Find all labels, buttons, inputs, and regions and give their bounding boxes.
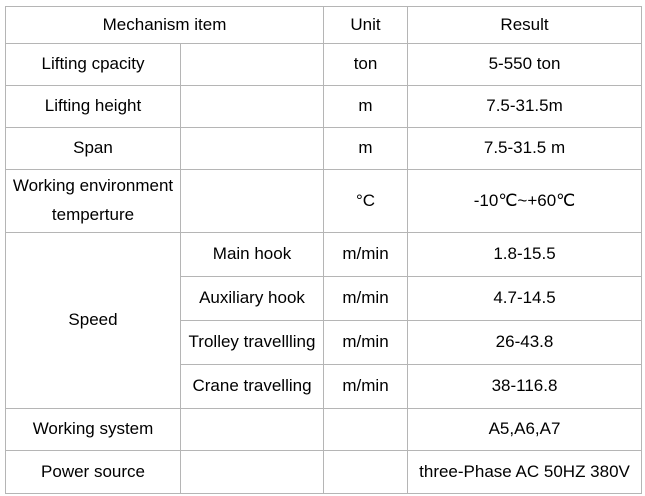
cell-item: Power source bbox=[5, 450, 181, 494]
cell-unit: °C bbox=[323, 169, 409, 233]
cell-sub-item: Trolley travellling bbox=[179, 320, 325, 365]
table-row: Power source three-Phase AC 50HZ 380V bbox=[5, 450, 643, 494]
cell-result: 7.5-31.5 m bbox=[407, 127, 643, 170]
cell-result: 26-43.8 bbox=[407, 320, 643, 365]
header-mechanism-item: Mechanism item bbox=[4, 6, 325, 44]
table-row: Working system A5,A6,A7 bbox=[5, 408, 643, 451]
cell-sub-item: Crane travelling bbox=[179, 364, 325, 409]
header-row: Mechanism item Unit Result bbox=[4, 6, 643, 44]
cell-sub-item bbox=[179, 408, 325, 451]
cell-item: Lifting height bbox=[5, 85, 181, 128]
cell-unit: m/min bbox=[323, 232, 409, 277]
cell-result: 4.7-14.5 bbox=[407, 276, 643, 321]
cell-item: Lifting cpacity bbox=[5, 43, 181, 86]
cell-unit: m/min bbox=[323, 276, 409, 321]
cell-sub-item bbox=[179, 85, 325, 128]
table-row: Lifting height m 7.5-31.5m bbox=[5, 85, 643, 128]
cell-item: Working environment temperture bbox=[5, 169, 181, 233]
cell-result: -10℃~+60℃ bbox=[407, 169, 643, 233]
cell-unit: ton bbox=[323, 43, 409, 86]
cell-result: three-Phase AC 50HZ 380V bbox=[407, 450, 643, 494]
cell-sub-item bbox=[179, 450, 325, 494]
cell-result: A5,A6,A7 bbox=[407, 408, 643, 451]
cell-item: Span bbox=[5, 127, 181, 170]
cell-result: 7.5-31.5m bbox=[407, 85, 643, 128]
table-row: Working environment temperture °C -10℃~+… bbox=[5, 169, 643, 233]
header-unit: Unit bbox=[323, 6, 409, 44]
table-row: Trolley travellling m/min 26-43.8 bbox=[6, 320, 643, 365]
cell-item-speed: Speed bbox=[5, 232, 181, 409]
table-row: Lifting cpacity ton 5-550 ton bbox=[5, 43, 643, 86]
table-row: Speed Main hook m/min 1.8-15.5 bbox=[5, 232, 643, 409]
cell-result: 1.8-15.5 bbox=[407, 232, 643, 277]
table-row: Crane travelling m/min 38-116.8 bbox=[6, 364, 643, 409]
cell-sub-item: Main hook bbox=[179, 232, 325, 277]
table-row: Auxiliary hook m/min 4.7-14.5 bbox=[6, 276, 643, 321]
cell-sub-item bbox=[179, 43, 325, 86]
cell-unit: m/min bbox=[323, 320, 409, 365]
cell-unit: m/min bbox=[323, 364, 409, 409]
cell-unit: m bbox=[323, 127, 409, 170]
cell-sub-item bbox=[179, 169, 325, 233]
header-result: Result bbox=[407, 6, 643, 44]
cell-unit: m bbox=[323, 85, 409, 128]
cell-result: 38-116.8 bbox=[407, 364, 643, 409]
table-row: Span m 7.5-31.5 m bbox=[5, 127, 643, 170]
cell-unit bbox=[323, 450, 409, 494]
cell-result: 5-550 ton bbox=[407, 43, 643, 86]
cell-unit bbox=[323, 408, 409, 451]
cell-sub-item bbox=[179, 127, 325, 170]
mechanism-spec-table: Mechanism item Unit Result Lifting cpaci… bbox=[4, 6, 643, 494]
cell-sub-item: Auxiliary hook bbox=[179, 276, 325, 321]
cell-item: Working system bbox=[5, 408, 181, 451]
